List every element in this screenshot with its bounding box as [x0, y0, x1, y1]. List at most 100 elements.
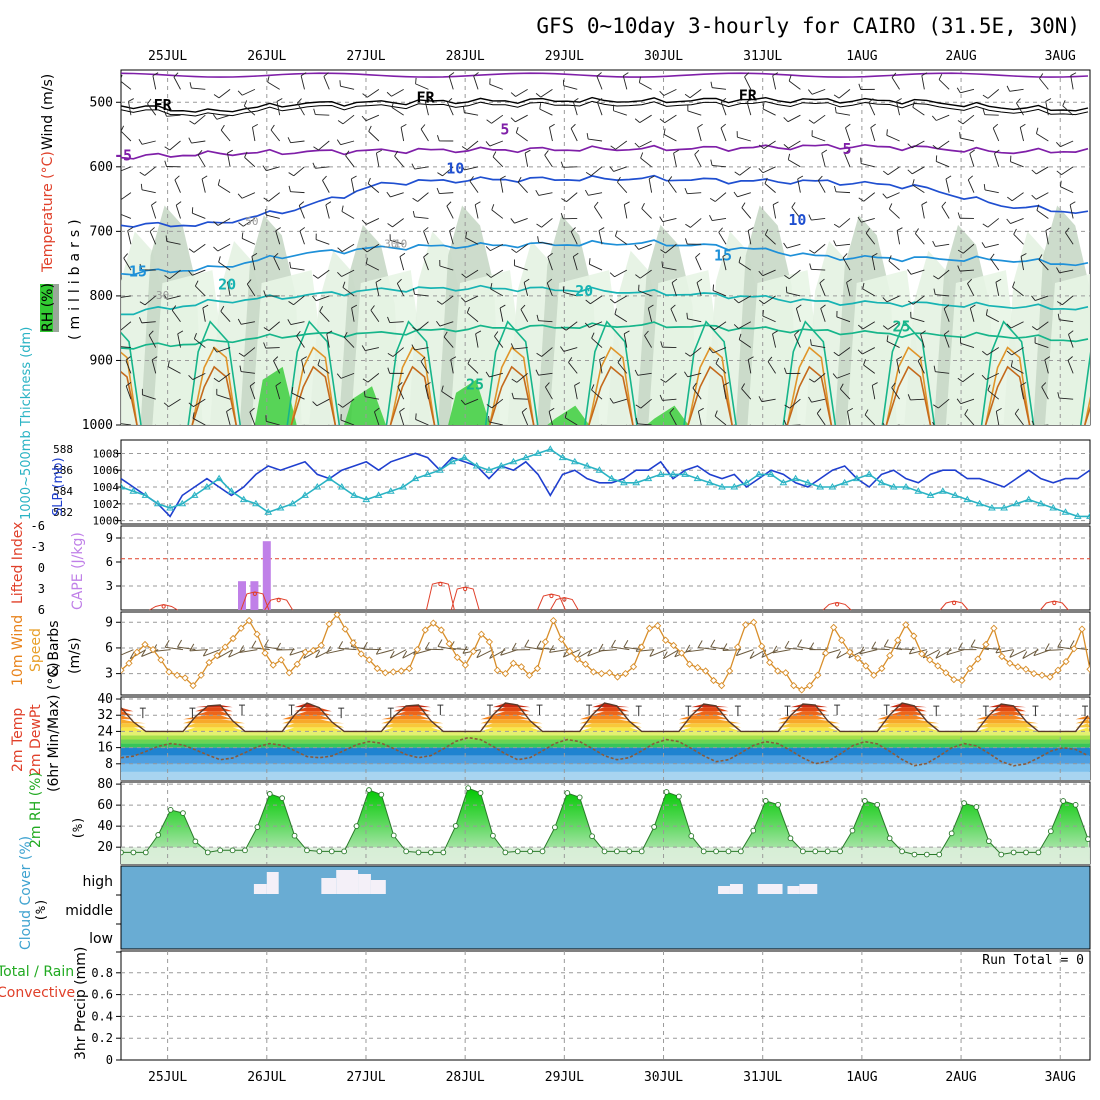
upper-wind-barb-flag — [591, 384, 595, 391]
wind-speed-marker — [365, 656, 373, 664]
rh-marker — [837, 848, 843, 855]
upper-wind-barb-flag — [896, 356, 903, 361]
wind-speed-marker — [926, 656, 934, 664]
upper-wind-barb — [397, 386, 405, 400]
upper-wind-barb-flag — [263, 342, 267, 349]
surface-wind-barb-flag — [784, 640, 790, 649]
surface-wind-barb-flag — [141, 649, 146, 657]
wind-speed-marker — [189, 681, 197, 690]
series-SLP — [121, 452, 1090, 518]
upper-wind-barb — [192, 269, 206, 276]
upper-wind-barb — [617, 362, 628, 374]
upper-wind-barb-flag — [982, 94, 989, 99]
upper-wind-barb — [794, 334, 801, 348]
upper-wind-barb-flag — [686, 312, 688, 319]
upper-wind-barb — [762, 166, 776, 174]
upper-wind-barb — [296, 335, 305, 348]
upper-wind-barb-flag — [536, 314, 539, 321]
upper-wind-barb — [795, 308, 801, 322]
upper-wind-barb — [936, 114, 950, 121]
isotherm-line-30 — [488, 346, 535, 425]
upper-wind-barb — [194, 338, 206, 348]
upper-wind-barb — [747, 359, 752, 374]
upper-wind-barb-flag — [1057, 392, 1060, 399]
upper-wind-barb-flag — [114, 167, 118, 172]
upper-wind-barb — [121, 295, 131, 298]
upper-wind-barb — [366, 263, 380, 271]
upper-wind-barb — [820, 308, 826, 322]
wind-speed-marker — [942, 669, 950, 677]
upper-wind-barb — [317, 364, 330, 374]
upper-wind-barb — [474, 204, 479, 219]
rh-marker — [304, 847, 310, 854]
upper-wind-barb — [217, 218, 231, 226]
upper-wind-barb-flag — [368, 125, 372, 132]
upper-wind-barb — [1060, 140, 1074, 148]
upper-wind-barb-flag — [336, 139, 341, 145]
upper-wind-barb-flag — [685, 238, 688, 245]
upper-wind-barb-flag — [660, 341, 663, 348]
isotherm-line-30 — [885, 365, 932, 425]
ylabel-2m-temp: 2m Temp — [10, 708, 26, 772]
ytick-label-cape: 9 — [106, 531, 113, 545]
upper-wind-barb-flag — [896, 227, 903, 231]
upper-wind-barb — [644, 335, 653, 348]
upper-wind-barb-flag — [956, 398, 962, 404]
upper-wind-barb — [896, 230, 901, 245]
upper-wind-barb — [912, 295, 925, 305]
upper-wind-barb-flag — [872, 382, 878, 386]
wind-speed-marker — [285, 669, 293, 677]
upper-wind-barb — [195, 285, 206, 297]
upper-wind-barb — [366, 218, 380, 225]
upper-wind-barb — [671, 282, 677, 297]
upper-wind-barb — [836, 112, 851, 116]
upper-wind-barb-flag — [1065, 227, 1070, 233]
upper-wind-barb — [1009, 88, 1024, 92]
upper-wind-barb-flag — [237, 318, 242, 325]
surface-wind-barb — [598, 649, 617, 652]
upper-wind-barb — [838, 89, 851, 99]
upper-wind-barb — [738, 262, 752, 271]
wind-speed-marker — [782, 669, 790, 677]
upper-wind-barb-flag — [449, 227, 455, 232]
surface-wind-barb-flag — [598, 643, 604, 652]
upper-wind-barb — [912, 184, 925, 194]
upper-wind-barb — [1069, 204, 1074, 219]
upper-wind-barb-flag — [238, 222, 244, 227]
panel-precip-frame — [120, 950, 1091, 1061]
upper-wind-barb — [690, 218, 702, 228]
thickness-marker — [632, 478, 641, 486]
ytick-label-li: 3 — [38, 582, 45, 596]
upper-wind-barb-flag — [695, 252, 701, 258]
upper-wind-barb-flag — [634, 142, 640, 148]
rh-marker — [862, 798, 868, 804]
upper-wind-barb-flag — [981, 242, 986, 248]
isotherm-line-30 — [588, 346, 634, 425]
upper-wind-barb-flag — [319, 306, 324, 312]
upper-wind-barb-flag — [237, 90, 243, 96]
surface-wind-barb — [203, 649, 221, 657]
upper-wind-barb — [218, 373, 231, 383]
high-cloud-block — [787, 886, 800, 894]
upper-wind-barb-flag — [237, 193, 243, 199]
upper-wind-barb-flag — [967, 175, 974, 181]
upper-wind-barb-flag — [845, 123, 851, 129]
upper-wind-barb — [712, 165, 727, 168]
upper-wind-barbs — [114, 72, 1077, 425]
wind-speed-marker — [918, 650, 926, 658]
upper-wind-barb — [439, 192, 454, 195]
upper-wind-barb-flag — [461, 146, 468, 151]
wind-speed-marker — [733, 643, 742, 651]
upper-wind-barb — [516, 243, 528, 253]
upper-wind-barb-flag — [164, 275, 170, 280]
wind-speed-marker — [629, 663, 638, 671]
isotherm-line-5 — [121, 143, 1089, 160]
upper-wind-barb-flag — [574, 382, 581, 386]
contour-label: 25 — [893, 317, 911, 335]
rh-marker — [527, 848, 533, 855]
upper-wind-barb — [538, 241, 553, 245]
wind-speed-marker — [445, 640, 453, 648]
